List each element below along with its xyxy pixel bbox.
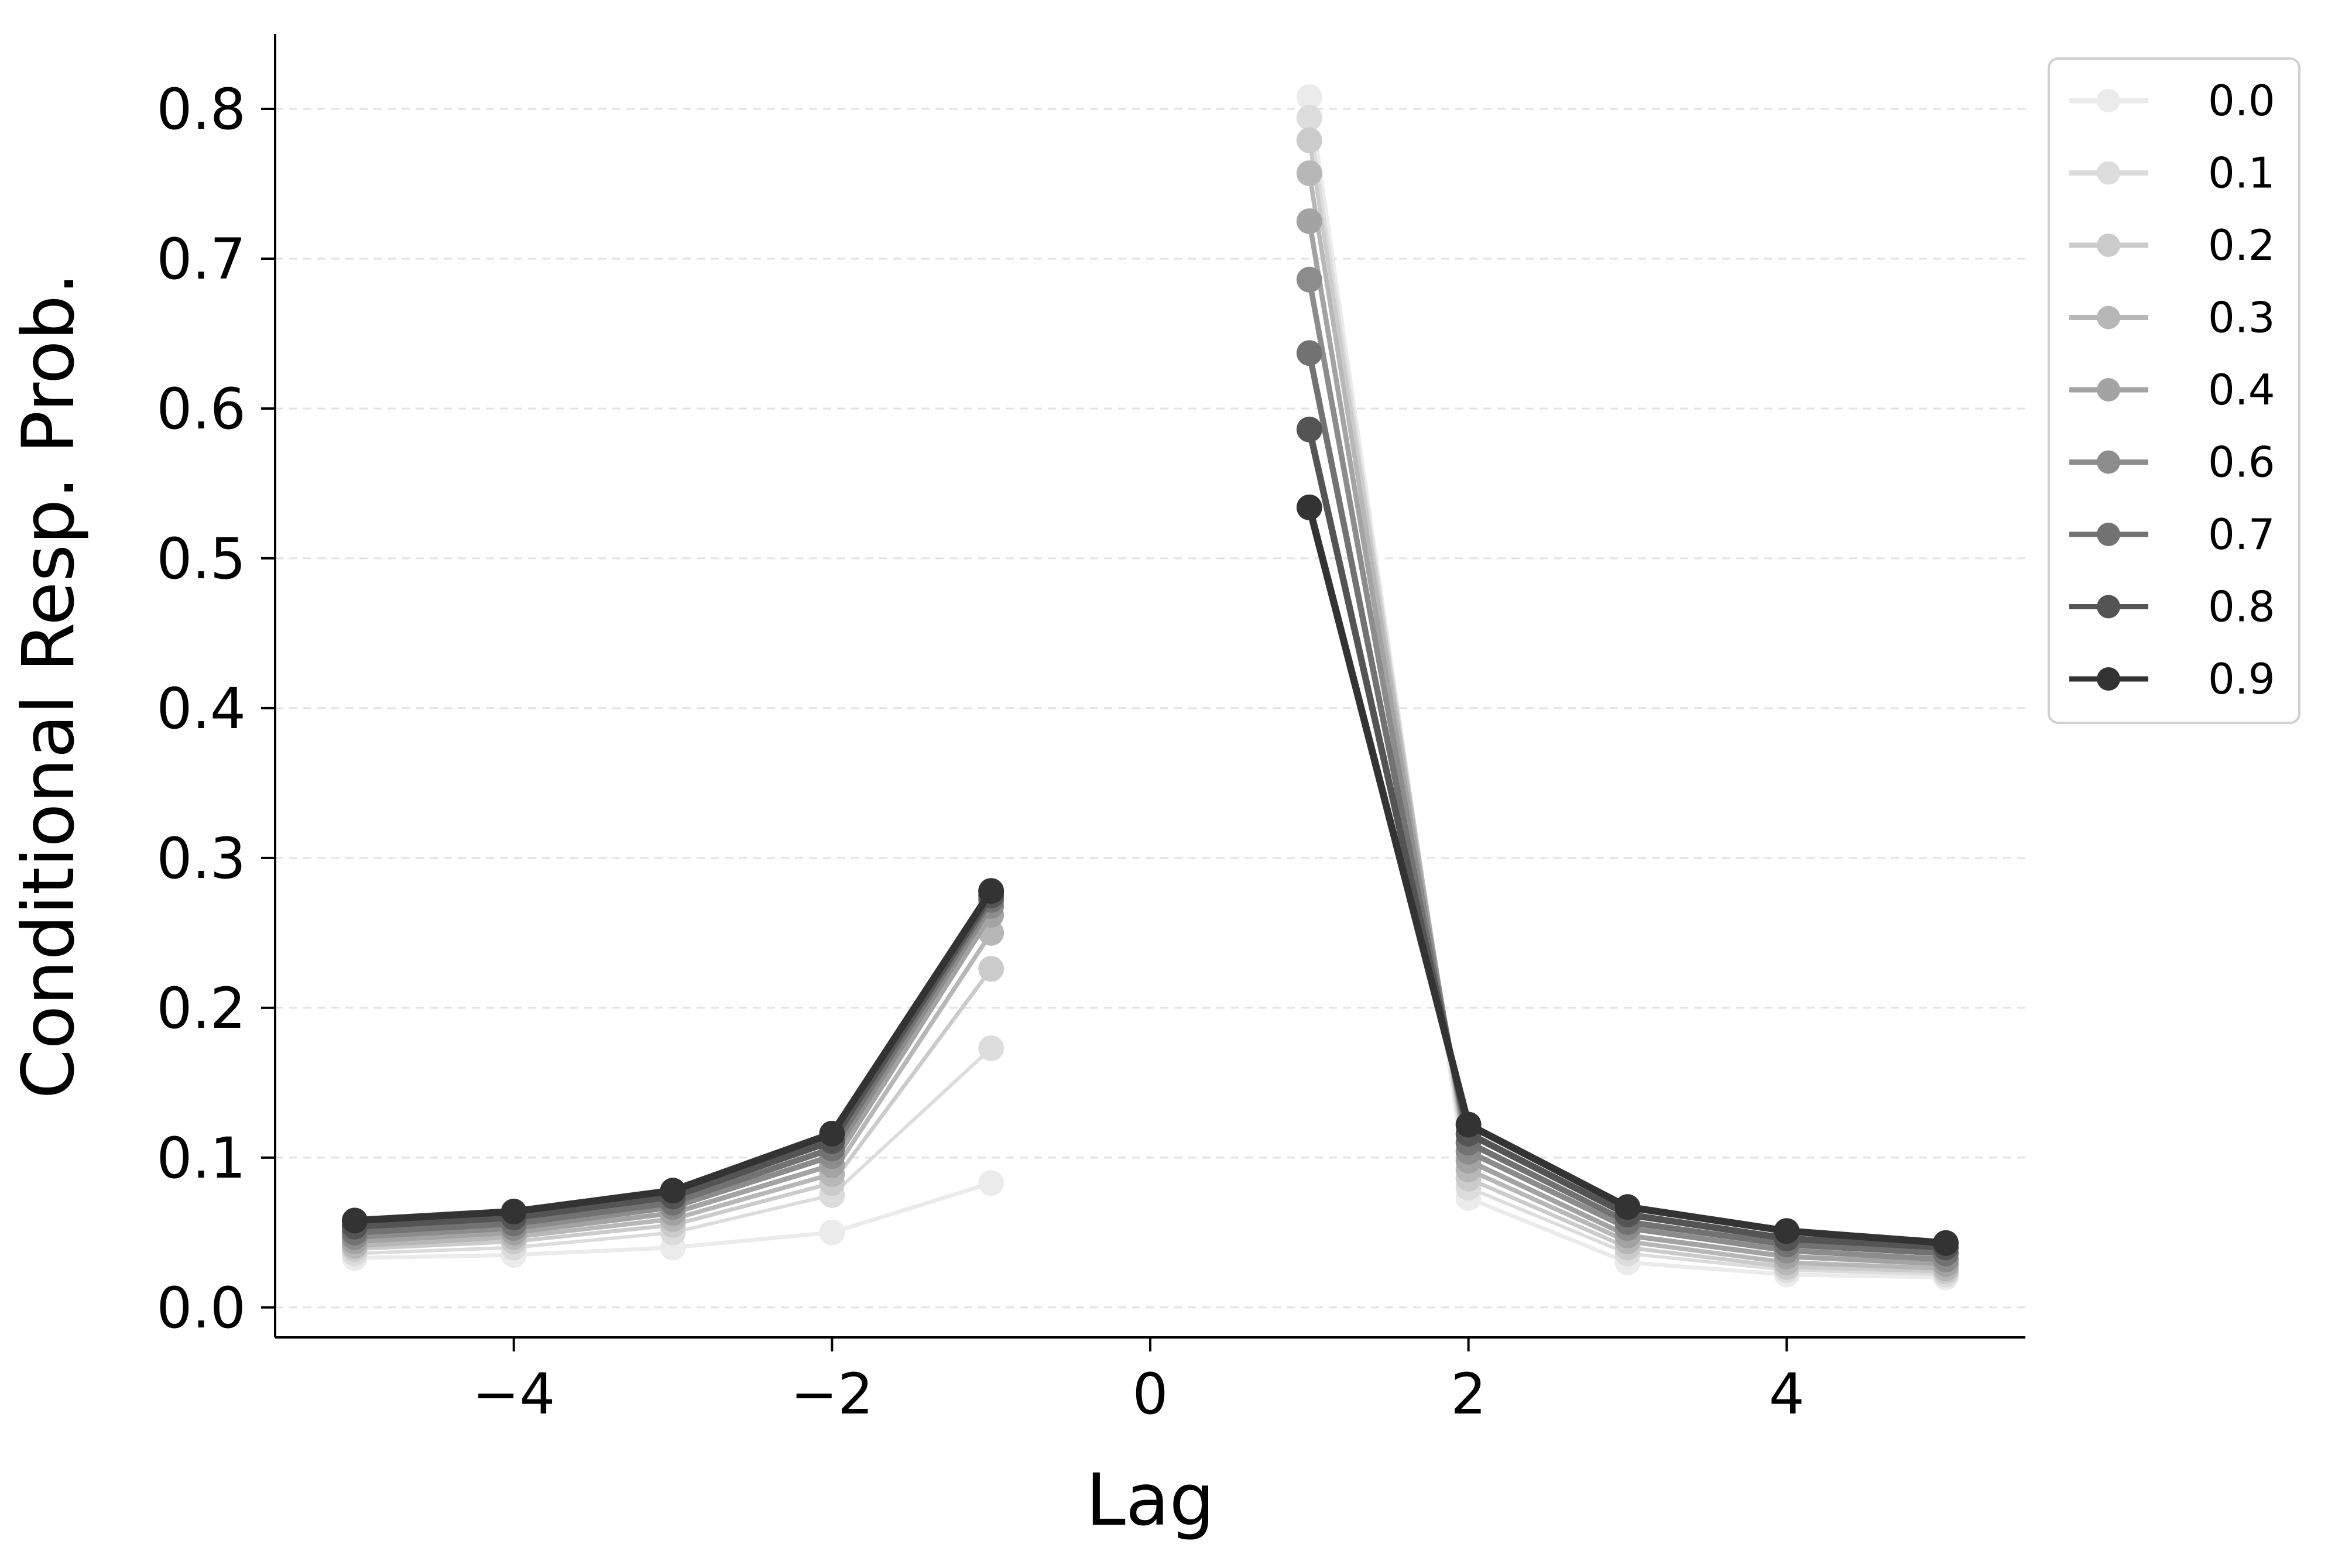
series-line-0.3-seg1 xyxy=(1307,173,1946,1271)
legend-item-0.0: 0.0 xyxy=(2069,76,2275,125)
y-tick-label-8: 0.8 xyxy=(156,77,246,142)
data-point-0.4-lag1 xyxy=(1296,208,1322,234)
y-tick-label-7: 0.7 xyxy=(156,227,246,292)
series-0.3 xyxy=(341,160,1959,1282)
legend: 0.0 0.1 0.2 0.3 0.4 0.6 0.7 0.8 0.9 xyxy=(2048,57,2300,724)
legend-label-0.4: 0.4 xyxy=(2208,365,2275,414)
data-point-0.0-lag-2 xyxy=(819,1219,845,1246)
y-axis-title: Conditional Resp. Prob. xyxy=(7,272,90,1099)
legend-label-0.2: 0.2 xyxy=(2208,221,2275,270)
series-lines xyxy=(341,84,1959,1291)
legend-item-0.3: 0.3 xyxy=(2069,293,2275,342)
data-point-0.3-lag1 xyxy=(1296,160,1322,187)
series-line-0.0-seg1 xyxy=(1307,97,1946,1280)
legend-item-0.1: 0.1 xyxy=(2069,149,2275,198)
data-point-0.9-lag5 xyxy=(1933,1230,1959,1256)
series-line-0.1-seg1 xyxy=(1307,117,1946,1277)
legend-marker-0.7 xyxy=(2097,523,2120,546)
y-tick-label-1: 0.1 xyxy=(156,1126,246,1191)
data-point-0.0-lag1 xyxy=(1296,84,1322,110)
series-0.1 xyxy=(341,105,1959,1288)
data-point-0.9-lag-1 xyxy=(978,878,1004,904)
data-point-0.1-lag1 xyxy=(1296,105,1322,131)
x-tick-label-1: −2 xyxy=(791,1361,874,1427)
y-tick-label-6: 0.6 xyxy=(156,376,246,442)
series-0.0 xyxy=(341,84,1959,1291)
legend-marker-0.9 xyxy=(2097,667,2120,691)
data-point-0.9-lag1 xyxy=(1296,494,1322,520)
legend-marker-0.2 xyxy=(2097,234,2120,257)
data-point-0.2-lag-1 xyxy=(978,956,1004,982)
data-point-0.9-lag3 xyxy=(1614,1194,1641,1220)
legend-item-0.6: 0.6 xyxy=(2069,438,2275,487)
data-point-0.9-lag4 xyxy=(1774,1218,1800,1244)
data-point-0.9-lag-3 xyxy=(660,1178,686,1204)
x-tick-label-4: 4 xyxy=(1769,1361,1805,1427)
x-tick-label-0: −4 xyxy=(472,1361,556,1427)
data-point-0.0-lag-1 xyxy=(978,1170,1004,1196)
y-tick-label-5: 0.5 xyxy=(156,526,246,592)
series-0.7 xyxy=(341,340,1959,1267)
series-0.9 xyxy=(341,494,1959,1256)
legend-item-0.8: 0.8 xyxy=(2069,582,2275,632)
data-point-0.1-lag-1 xyxy=(978,1035,1004,1061)
data-point-0.2-lag1 xyxy=(1296,127,1322,153)
legend-marker-0.1 xyxy=(2097,161,2120,185)
series-0.6 xyxy=(341,266,1959,1272)
legend-label-0.1: 0.1 xyxy=(2208,149,2275,198)
legend-marker-0.8 xyxy=(2097,595,2120,619)
series-line-0.8-seg1 xyxy=(1306,428,1946,1251)
data-point-0.9-lag-5 xyxy=(341,1207,368,1234)
legend-label-0.0: 0.0 xyxy=(2208,76,2275,125)
legend-marker-0.6 xyxy=(2097,450,2120,474)
x-axis-title: Lag xyxy=(1086,1459,1215,1542)
series-0.4 xyxy=(341,208,1959,1277)
legend-item-0.7: 0.7 xyxy=(2069,510,2275,559)
legend-label-0.3: 0.3 xyxy=(2208,293,2275,342)
data-point-0.9-lag-4 xyxy=(500,1198,527,1224)
y-tick-label-4: 0.4 xyxy=(156,676,246,742)
legend-label-0.7: 0.7 xyxy=(2208,510,2275,559)
y-tick-label-2: 0.2 xyxy=(156,976,246,1041)
data-point-0.9-lag2 xyxy=(1455,1111,1482,1138)
data-point-0.7-lag1 xyxy=(1296,340,1322,366)
series-line-0.9-seg1 xyxy=(1305,506,1946,1247)
legend-item-0.4: 0.4 xyxy=(2069,365,2275,414)
gridlines xyxy=(275,108,2025,1309)
y-tick-label-0: 0.0 xyxy=(156,1275,246,1341)
x-tick-label-3: 2 xyxy=(1451,1361,1486,1427)
legend-marker-0.0 xyxy=(2097,89,2120,112)
legend-marker-0.4 xyxy=(2097,378,2120,402)
legend-label-0.9: 0.9 xyxy=(2208,654,2275,704)
legend-marker-0.3 xyxy=(2097,306,2120,330)
legend-label-0.8: 0.8 xyxy=(2208,582,2275,632)
y-tick-label-3: 0.3 xyxy=(156,826,246,891)
legend-frame xyxy=(2048,57,2300,724)
series-line-0.2-seg1 xyxy=(1307,140,1946,1274)
axes: 0.0 0.1 0.2 0.3 0.4 0.5 0.6 0.7 0.8 −4 −2 0 2 4 xyxy=(156,34,2025,1427)
legend-item-0.2: 0.2 xyxy=(2069,221,2275,270)
data-point-0.6-lag1 xyxy=(1296,266,1322,293)
series-line-0.4-seg1 xyxy=(1307,221,1946,1267)
legend-item-0.9: 0.9 xyxy=(2069,654,2275,704)
series-0.8 xyxy=(341,416,1959,1261)
legend-label-0.6: 0.6 xyxy=(2208,438,2275,487)
series-0.2 xyxy=(341,127,1959,1285)
x-tick-label-2: 0 xyxy=(1132,1361,1168,1427)
data-point-0.8-lag1 xyxy=(1296,416,1322,442)
data-point-0.9-lag-2 xyxy=(819,1120,845,1147)
